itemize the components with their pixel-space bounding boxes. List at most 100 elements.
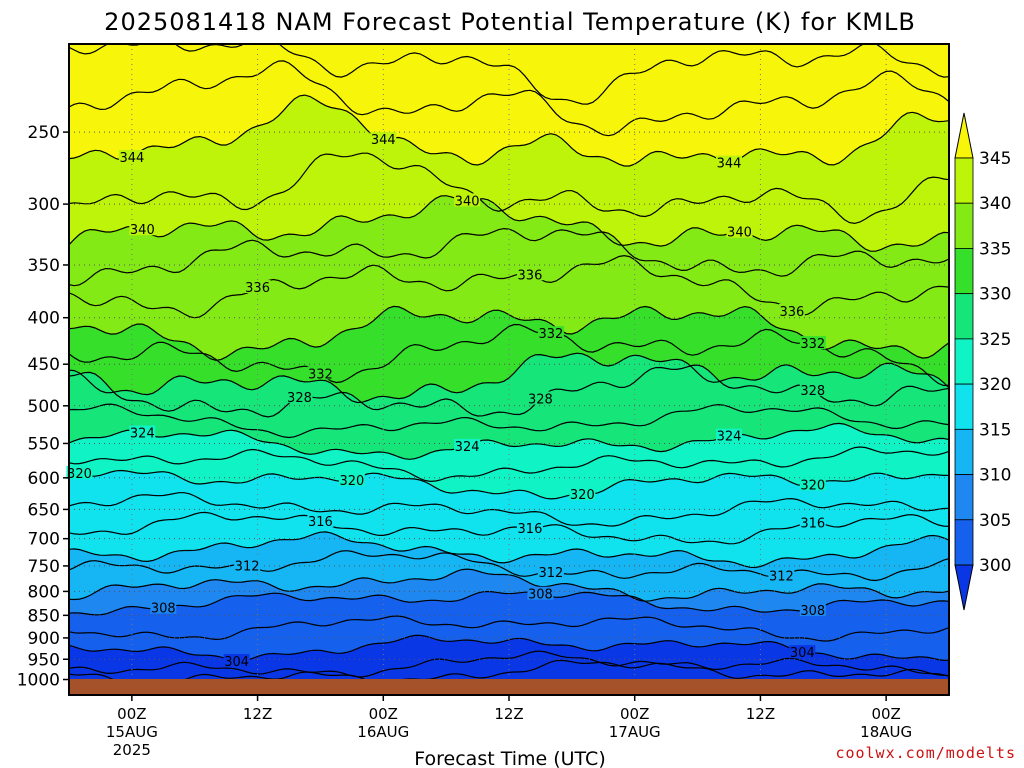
contour-label-bg [129,425,156,439]
contour-label: 332 [800,337,825,352]
contour-label-bg [244,280,271,294]
y-tick-label: 400 [28,309,60,329]
colorbar-swatch [954,293,974,340]
colorbar-swatch [954,202,974,249]
contour-label-bg [516,267,543,281]
contour-label-bg [234,558,261,572]
x-tick-date: 16AUG [357,723,409,741]
colorbar-label: 305 [979,511,1011,531]
site-credit[interactable]: coolwx.com/modelts [835,744,1016,762]
contour-label: 332 [308,367,333,382]
y-tick-label: 500 [28,397,60,417]
contour-label: 328 [800,384,825,399]
x-tick-date: 15AUG [106,723,158,741]
contour-label: 304 [790,646,815,661]
colorbar-swatch [954,338,974,385]
contour-label: 336 [779,305,804,320]
contour-label: 316 [518,522,543,537]
colorbar-label: 345 [979,149,1011,169]
colorbar-swatch [954,474,974,521]
contour-label-bg [799,336,826,350]
contour-label-bg [778,303,805,317]
colorbar-swatch [954,519,974,566]
contour-label-bg [286,389,313,403]
y-tick-label: 750 [28,557,60,577]
colorbar-label: 320 [979,375,1011,395]
x-tick-date: 18AUG [860,723,912,741]
isentrope-326 [69,403,949,439]
contour-label-bg [118,150,145,164]
isentrope-314 [69,531,949,569]
chart-title: 2025081418 NAM Forecast Potential Temper… [104,8,916,36]
contour-label-bg [370,132,397,146]
isentrope-340 [69,195,949,252]
contour-label-bg [527,586,554,600]
y-tick-label: 550 [28,434,60,454]
contour-label-bg [307,513,334,527]
x-tick-label: 00Z [620,705,649,723]
colorbar-label: 330 [979,285,1011,305]
colorbar-bottom-arrow [954,564,974,611]
contour-label-bg [726,224,753,238]
contour-label: 320 [570,488,595,503]
colorbar-label: 310 [979,466,1011,486]
contour-label: 312 [235,559,260,574]
y-tick-label: 250 [28,123,60,143]
y-tick-label: 950 [28,650,60,670]
contour-label: 316 [800,516,825,531]
y-tick-label: 800 [28,582,60,602]
contour-label: 324 [130,427,155,442]
contour-label-bg [537,564,564,578]
colorbar-label: 300 [979,556,1011,576]
colorbar-swatch [954,383,974,430]
isentrope-contours [69,44,949,685]
y-tick-label: 700 [28,530,60,550]
contour-label: 328 [287,391,312,406]
contour-label: 304 [224,655,249,670]
plot-area: 304 304 308 308 308 312 312 312 316 316 316 320 320 3… [66,43,950,696]
theta-fill-layers [69,44,949,695]
colorbar-label: 335 [979,239,1011,259]
isentrope-324 [69,422,949,460]
contour-label: 344 [119,151,144,166]
isentrope-346 [69,60,949,137]
x-tick-label: 12Z [494,705,523,723]
contour-label: 336 [245,281,270,296]
x-tick-date: 17AUG [609,723,661,741]
contour-label-bg [799,382,826,396]
colorbar-top-arrow [954,112,974,159]
contour-label-bg [454,193,481,207]
x-tick-label: 12Z [746,705,775,723]
colorbar: 300 305 310 315 320 325 330 335 340 345 [954,112,1011,611]
contour-label-bg [716,155,742,169]
contour-label: 320 [339,474,364,489]
contour-label: 344 [717,157,742,172]
contour-label: 320 [67,467,92,482]
contour-label: 312 [769,570,794,585]
x-axis-label: Forecast Time (UTC) [414,748,605,768]
contour-label-bg [129,222,156,236]
pressure-axis: 250 300 350 400 450 500 550 600 650 700 750 800 850 9… [17,123,69,691]
isentrope-302 [69,659,949,685]
colorbar-swatch [954,248,974,295]
contour-label: 328 [528,393,553,408]
contour-label-bg [150,600,177,614]
isentrope-330 [69,352,949,404]
x-tick-label: 12Z [243,705,272,723]
contour-label: 316 [308,515,333,530]
x-tick-label: 00Z [871,705,900,723]
contour-label: 324 [717,430,742,445]
isentrope-342 [69,152,949,225]
isentrope-318 [69,492,949,527]
contour-label: 312 [538,566,563,581]
contour-label: 344 [371,133,396,148]
isentrope-344 [69,94,949,167]
x-tick-label: 00Z [369,705,398,723]
isentrope-312 [69,550,949,582]
contour-label-bg [66,465,93,479]
y-tick-label: 450 [28,355,60,375]
contour-labels: 304 304 308 308 308 312 312 312 316 316 316 320 320 3… [66,132,826,670]
contour-label-bg [223,653,250,667]
ground-surface [69,679,949,695]
